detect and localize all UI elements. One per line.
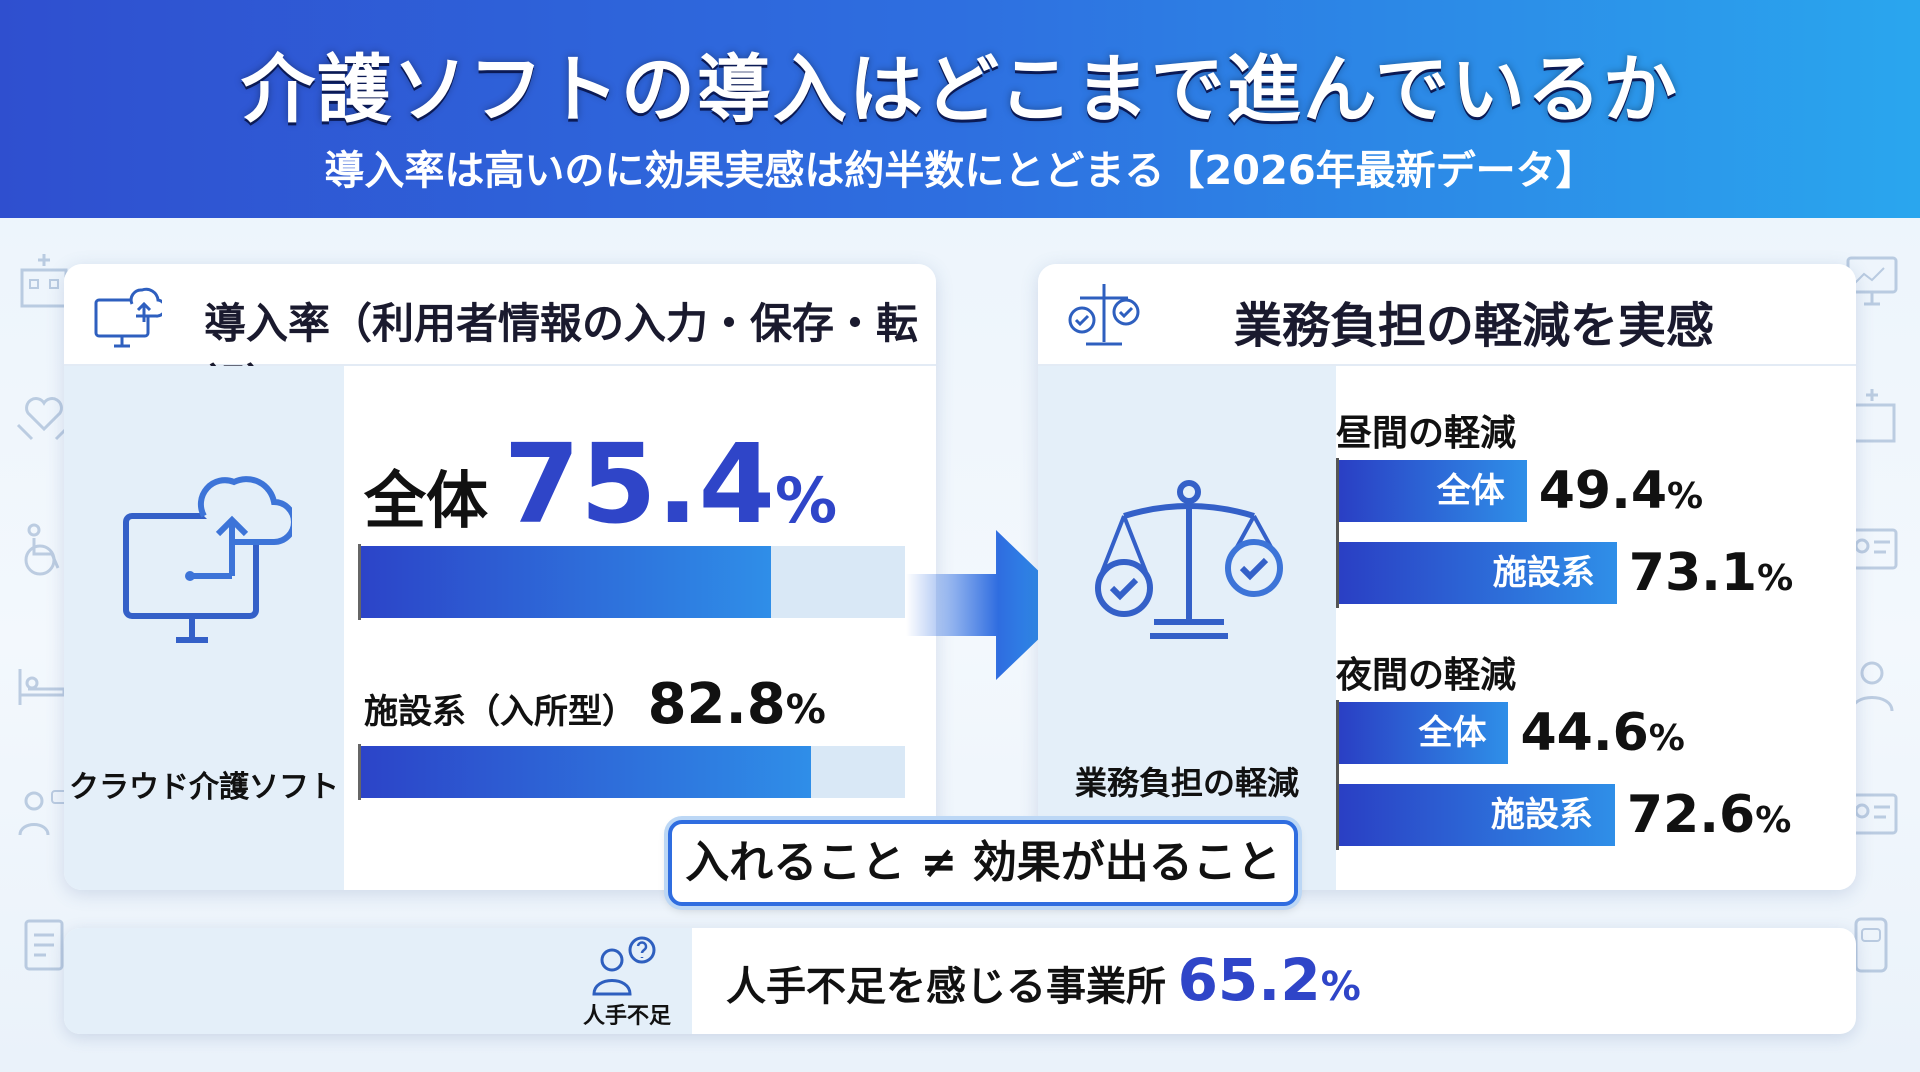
chat-phone-icon — [1842, 915, 1902, 975]
facility-adoption-value: 82.8 — [647, 672, 786, 737]
overall-label-text: 全体 — [364, 464, 489, 537]
adoption-chart-area: 全体 75.4% 施設系（入所型） 82.8% — [344, 366, 936, 890]
daytime-facility-bar: 施設系 — [1339, 542, 1617, 604]
daytime-facility-value: 73.1% — [1628, 543, 1794, 603]
header-banner: 介護ソフトの導入はどこまで進んでいるか 導入率は高いのに効果実感は約半数にとどま… — [0, 0, 1920, 218]
staff-shortage-text: 人手不足を感じる事業所 — [726, 964, 1166, 1010]
arrow-right-icon — [906, 530, 1074, 680]
burden-caption: 業務負担の軽減 — [1074, 764, 1299, 802]
staff-shortage-percent: % — [1320, 964, 1361, 1010]
adoption-panel-header: 導入率（利用者情報の入力・保存・転記） — [64, 264, 936, 409]
nighttime-facility-value: 72.6% — [1626, 785, 1792, 845]
overall-adoption-bar — [361, 546, 905, 618]
page-title: 介護ソフトの導入はどこまで進んでいるか — [240, 47, 1680, 133]
nighttime-label: 夜間の軽減 — [1336, 655, 1517, 696]
staff-shortage-value: 65.2 — [1177, 946, 1321, 1014]
staff-shortage-statement: 人手不足を感じる事業所 65.2% — [726, 946, 1361, 1014]
daytime-label: 昼間の軽減 — [1336, 413, 1517, 454]
nighttime-overall-value: 44.6% — [1520, 703, 1685, 763]
document-icon — [14, 915, 74, 975]
burden-icon-column: 業務負担の軽減 — [1038, 366, 1336, 890]
overall-percent-sign: % — [775, 464, 838, 537]
key-message-callout: 入れること ≠ 効果が出ること — [668, 820, 1298, 906]
facility-adoption-bar-fill — [361, 746, 812, 798]
page-subtitle: 導入率は高いのに効果実感は約半数にとどまる【2026年最新データ】 — [324, 148, 1596, 194]
burden-reduction-panel: 業務負担の軽減を実感 業務負担の軽減 昼間の軽減 全体 49.4% 施設系 73… — [1038, 264, 1856, 890]
facility-percent-sign: % — [785, 687, 826, 733]
bar-axis-facility — [358, 744, 361, 800]
facility-adoption-label: 施設系（入所型） 82.8% — [364, 672, 826, 737]
daytime-overall-bar: 全体 — [1339, 460, 1527, 522]
person-question-icon — [590, 936, 660, 998]
nighttime-axis — [1336, 700, 1339, 850]
daytime-axis — [1336, 458, 1339, 608]
burden-panel-title: 業務負担の軽減を実感 — [1234, 298, 1715, 354]
staff-shortage-caption: 人手不足 — [582, 1004, 671, 1029]
overall-adoption-bar-fill — [361, 546, 772, 618]
balance-scale-icon — [1094, 476, 1284, 646]
cloud-software-caption: クラウド介護ソフト — [69, 770, 339, 805]
staff-shortage-bar: 人手不足 人手不足を感じる事業所 65.2% — [64, 928, 1856, 1034]
cloud-monitor-icon — [92, 282, 167, 352]
nighttime-overall-bar: 全体 — [1339, 702, 1509, 764]
wheelchair-icon — [14, 520, 74, 580]
bar-axis-overall — [358, 544, 361, 620]
overall-adoption-label: 全体 75.4% — [364, 420, 837, 548]
facility-adoption-bar — [361, 746, 905, 798]
nighttime-facility-bar: 施設系 — [1339, 784, 1615, 846]
caregiver-icon — [14, 785, 74, 845]
scale-check-icon — [1066, 278, 1142, 354]
overall-adoption-value: 75.4 — [503, 420, 775, 548]
burden-panel-header: 業務負担の軽減を実感 — [1038, 264, 1856, 366]
adoption-icon-column: クラウド介護ソフト — [64, 366, 344, 890]
adoption-rate-panel: 導入率（利用者情報の入力・保存・転記） クラウド介護ソフト 全体 75.4% 施… — [64, 264, 936, 890]
staff-shortage-icon-area: 人手不足 — [64, 928, 692, 1034]
daytime-overall-value: 49.4% — [1538, 461, 1704, 521]
facility-label-text: 施設系（入所型） — [364, 692, 636, 732]
burden-chart-area: 昼間の軽減 全体 49.4% 施設系 73.1% 夜間の軽減 全体 44.6% … — [1336, 366, 1856, 890]
cloud-computer-icon — [120, 476, 297, 646]
